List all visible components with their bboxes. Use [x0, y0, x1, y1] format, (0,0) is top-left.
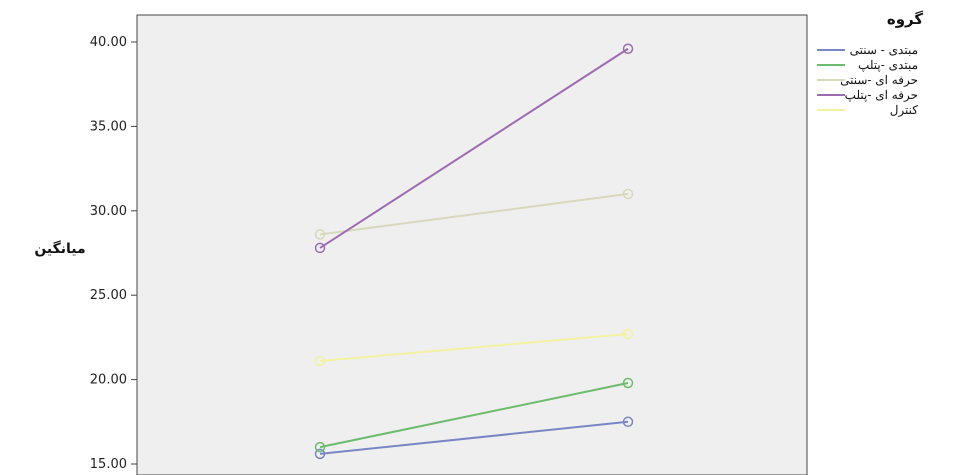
legend-label: حرفه ای -سنتی — [840, 73, 918, 87]
data-point — [314, 242, 326, 254]
data-point — [314, 355, 326, 367]
series-line-1 — [319, 381, 629, 449]
data-point — [622, 188, 634, 200]
legend-label: مبتدی -پتلپ — [858, 58, 918, 72]
series-line-4 — [319, 333, 629, 363]
y-axis: 15.00 20.00 25.00 30.00 35.00 40.00 — [90, 35, 137, 472]
data-point — [314, 448, 326, 460]
data-point — [622, 328, 634, 340]
y-tick-label: 15.00 — [90, 457, 127, 472]
data-point — [314, 441, 326, 453]
y-tick-label: 20.00 — [90, 373, 127, 388]
data-point — [314, 229, 326, 240]
series-line-2 — [319, 192, 629, 236]
y-tick-label: 25.00 — [90, 288, 127, 303]
series-line-0 — [319, 420, 629, 455]
data-point — [622, 377, 634, 389]
y-tick-label: 35.00 — [90, 119, 127, 134]
y-axis-label: میانگین — [34, 240, 85, 257]
y-tick-label: 30.00 — [90, 204, 127, 219]
legend-label: کنترل — [890, 103, 919, 117]
y-tick-label: 40.00 — [90, 35, 127, 50]
data-point — [622, 43, 634, 55]
series-layer — [314, 43, 634, 460]
legend-label: مبتدی - سنتی — [850, 43, 918, 57]
plot-background — [136, 14, 808, 475]
data-point — [622, 416, 634, 428]
series-line-3 — [319, 47, 629, 249]
legend-title: گروه — [887, 10, 924, 28]
legend-label: حرفه ای -پتلپ — [845, 88, 918, 102]
